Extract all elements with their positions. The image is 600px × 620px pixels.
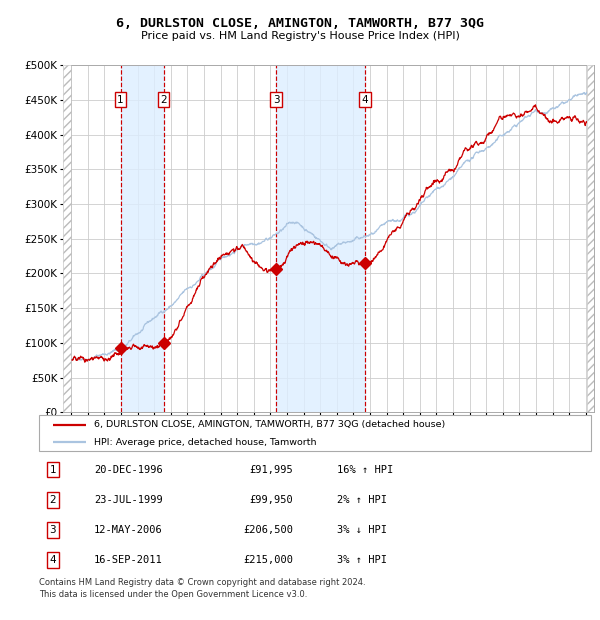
Text: 3% ↑ HPI: 3% ↑ HPI [337,556,387,565]
Bar [587,65,594,412]
Text: 4: 4 [49,556,56,565]
Text: Contains HM Land Registry data © Crown copyright and database right 2024.
This d: Contains HM Land Registry data © Crown c… [39,578,365,600]
Text: 3: 3 [273,95,280,105]
Text: 1: 1 [49,464,56,474]
Text: 2% ↑ HPI: 2% ↑ HPI [337,495,387,505]
Text: 2: 2 [160,95,167,105]
Text: £215,000: £215,000 [243,556,293,565]
Text: 4: 4 [362,95,368,105]
Text: 6, DURLSTON CLOSE, AMINGTON, TAMWORTH, B77 3QG: 6, DURLSTON CLOSE, AMINGTON, TAMWORTH, B… [116,17,484,30]
Bar [63,65,71,412]
Bar [121,65,164,412]
Text: 3: 3 [49,525,56,535]
Text: 6, DURLSTON CLOSE, AMINGTON, TAMWORTH, B77 3QG (detached house): 6, DURLSTON CLOSE, AMINGTON, TAMWORTH, B… [94,420,445,429]
Text: 1: 1 [117,95,124,105]
Text: HPI: Average price, detached house, Tamworth: HPI: Average price, detached house, Tamw… [94,438,317,446]
Text: £206,500: £206,500 [243,525,293,535]
Text: Price paid vs. HM Land Registry's House Price Index (HPI): Price paid vs. HM Land Registry's House … [140,31,460,41]
Text: £91,995: £91,995 [249,464,293,474]
Bar [587,65,594,412]
Text: 23-JUL-1999: 23-JUL-1999 [94,495,163,505]
Text: £99,950: £99,950 [249,495,293,505]
Text: 20-DEC-1996: 20-DEC-1996 [94,464,163,474]
Text: 16-SEP-2011: 16-SEP-2011 [94,556,163,565]
Text: 16% ↑ HPI: 16% ↑ HPI [337,464,394,474]
Text: 3% ↓ HPI: 3% ↓ HPI [337,525,387,535]
Text: 12-MAY-2006: 12-MAY-2006 [94,525,163,535]
Text: 2: 2 [49,495,56,505]
Bar [277,65,365,412]
FancyBboxPatch shape [39,415,591,451]
Bar [63,65,71,412]
